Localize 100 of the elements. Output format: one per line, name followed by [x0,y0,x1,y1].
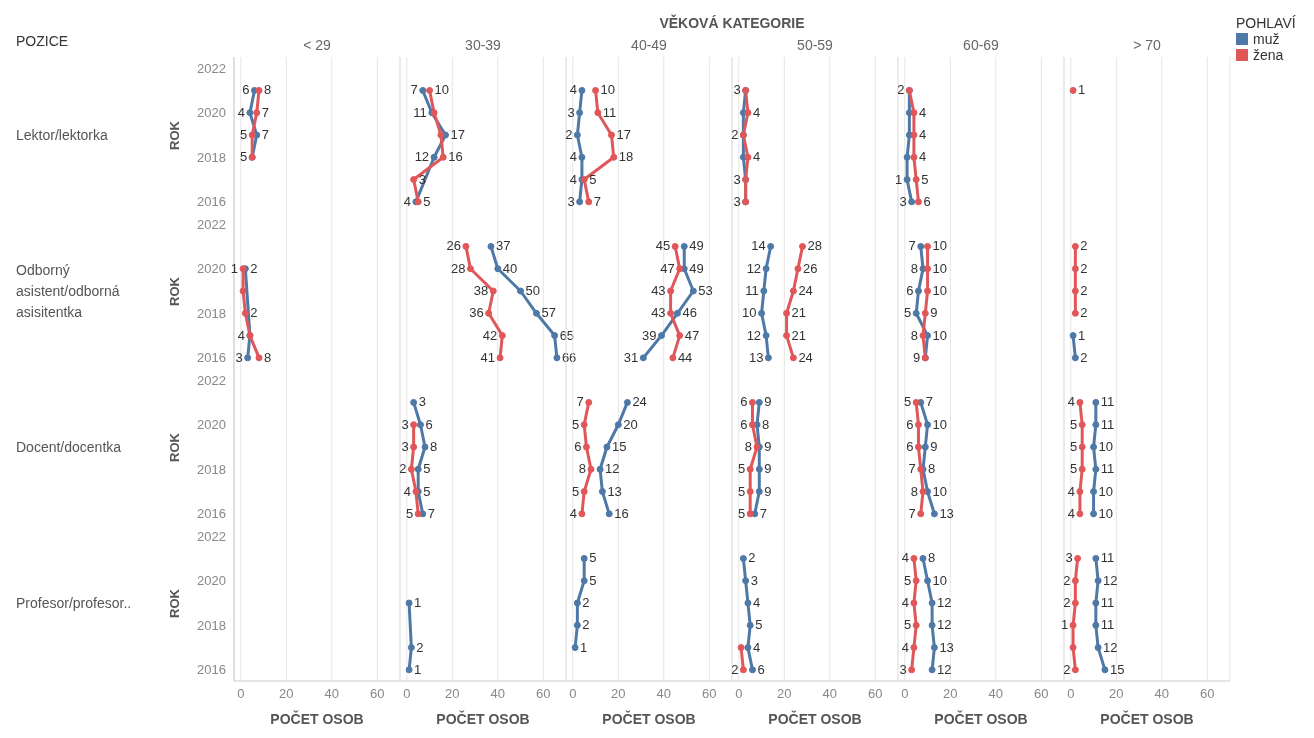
data-label: 3 [418,394,426,410]
data-label: 10 [932,283,948,298]
data-label: 10 [1098,483,1114,499]
x-axis-title: POČET OSOB [269,711,365,727]
data-label: 4 [901,639,909,655]
data-label: 5 [423,193,431,209]
x-tick-label: 40 [490,686,506,702]
data-label: 5 [737,461,746,477]
data-label: 31 [623,349,639,365]
data-label: 2 [582,595,590,610]
x-tick-label: 60 [1034,686,1049,702]
data-label: 17 [450,127,465,142]
x-tick-label: 20 [777,686,792,702]
data-label: 28 [807,238,822,254]
data-label: 2 [748,550,756,566]
y-tick-label: 2022 [197,528,226,544]
data-label: 9 [764,461,772,477]
data-label: 10 [932,572,948,588]
data-label: 49 [689,260,704,276]
data-label: 6 [242,82,250,98]
data-label: 13 [939,639,954,655]
data-label: 7 [427,505,435,521]
data-label: 21 [791,305,807,321]
data-label: 10 [742,305,757,321]
data-label: 9 [764,483,772,499]
data-label: 5 [239,149,248,165]
text: POZICE [16,33,69,49]
data-label: 2 [731,661,739,677]
data-label: 10 [1098,505,1114,521]
data-label: 5 [903,305,912,321]
data-label: 1 [414,595,422,610]
x-tick-label: 0 [569,686,577,702]
data-label: 9 [930,439,938,454]
data-label: 5 [737,483,746,499]
y-axis-title: ROK [166,120,182,150]
data-label: 5 [571,416,580,432]
data-label: 26 [802,260,818,276]
data-label: 4 [237,327,245,343]
data-label: 2 [1080,238,1088,254]
data-label: 8 [264,349,272,365]
x-axis-title: POČET OSOB [767,711,863,727]
data-label: 13 [748,349,764,365]
x-axis-title: POČET OSOB [933,711,1029,727]
data-label: 15 [611,439,627,454]
data-label: 8 [430,439,438,454]
data-label: 3 [401,439,409,454]
data-label: 6 [906,439,914,454]
data-label: 40 [502,260,518,276]
data-label: 41 [480,349,496,365]
data-label: 10 [932,416,948,432]
data-label: 2 [416,639,424,655]
data-label: 5 [589,572,597,588]
data-label: 49 [689,238,704,254]
data-label: 3 [235,349,243,365]
x-tick-label: 40 [656,686,672,702]
data-label: 12 [746,327,762,343]
data-label: 9 [913,349,921,365]
x-tick-label: 20 [943,686,958,702]
y-tick-label: 2020 [197,105,226,121]
data-label: 50 [525,283,540,298]
chart-title: 60-69 [962,37,1000,53]
data-label: 4 [1067,505,1075,521]
y-tick-label: 2022 [197,372,226,388]
data-label: 7 [908,461,916,477]
data-label: 6 [923,193,931,209]
data-label: 46 [682,305,697,321]
data-label: 8 [910,483,919,499]
data-label: 2 [1080,283,1088,298]
data-label: 1 [894,171,903,187]
data-label: 8 [928,461,936,477]
data-label: 5 [571,483,580,499]
x-tick-label: 40 [822,686,838,702]
data-label: 7 [261,104,269,120]
data-label: 12 [414,149,430,165]
data-label: 4 [569,505,577,521]
data-label: 2 [1080,260,1088,276]
data-label: 43 [651,305,666,321]
data-label: 66 [561,349,577,365]
data-label: 6 [740,416,748,432]
chart-title: 30-39 [464,37,502,53]
y-tick-label: 2020 [197,261,226,277]
data-label: 12 [937,595,952,610]
chart-title: 40-49 [630,37,668,53]
data-label: 7 [410,82,418,98]
data-label: 2 [582,617,590,633]
text: Lektor/lektorka [16,125,109,145]
data-label: 4 [918,127,927,142]
x-tick-label: 60 [536,686,551,702]
data-label: 12 [937,617,952,633]
data-label: 3 [567,193,575,209]
legend-label: muž [1253,31,1280,47]
data-label: 44 [677,349,693,365]
data-label: 11 [745,283,759,298]
data-label: 7 [908,238,916,254]
data-label: 8 [578,461,587,477]
y-tick-label: 2020 [197,573,226,589]
data-label: 2 [399,461,407,477]
data-label: 3 [733,193,741,209]
data-label: 12 [605,461,620,477]
data-label: 1 [1078,327,1086,343]
